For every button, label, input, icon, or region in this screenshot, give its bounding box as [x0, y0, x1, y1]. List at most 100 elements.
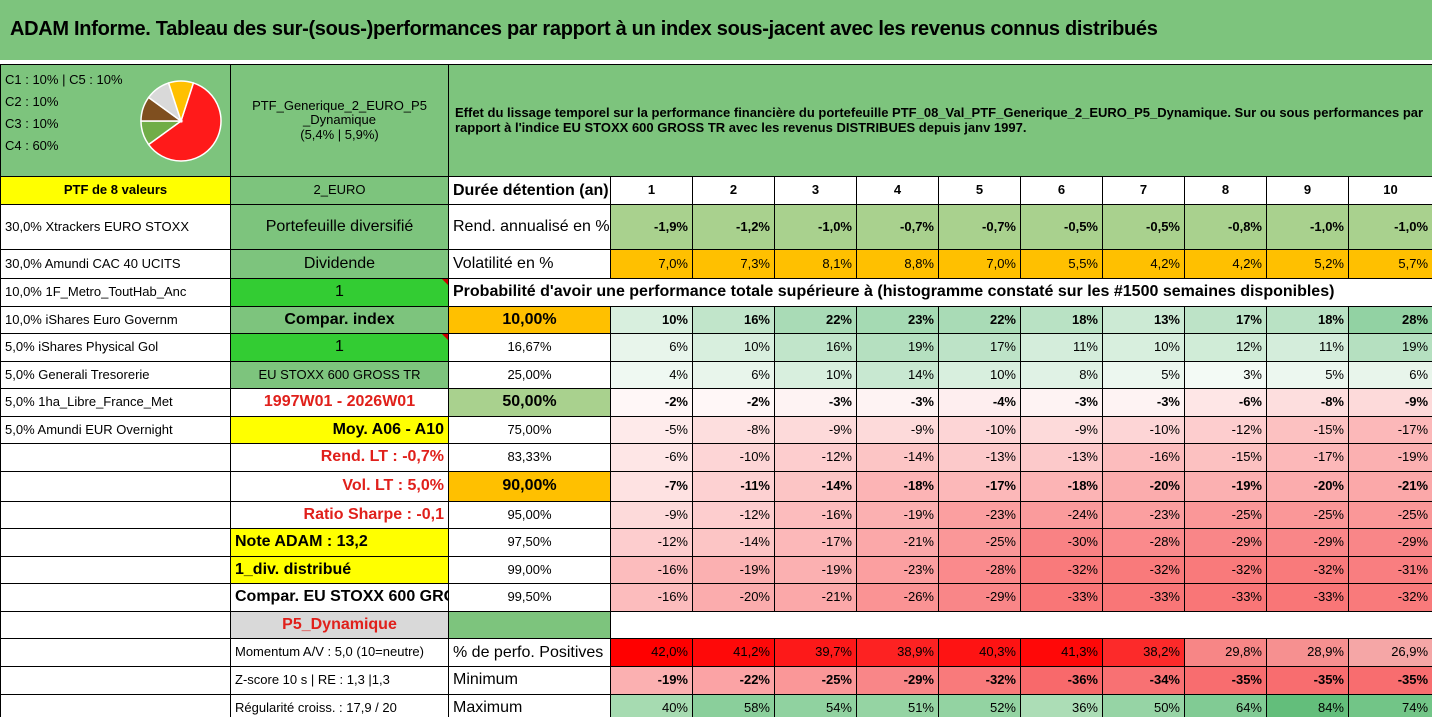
probability-value: -12%	[774, 443, 857, 472]
allocation-line: C1 : 10% | C5 : 10%	[5, 72, 123, 87]
vol-label: Volatilité en %	[448, 249, 611, 279]
probability-value: -6%	[1184, 388, 1267, 417]
probability-value: 14%	[856, 360, 939, 389]
table-row: Ratio Sharpe : -0,1 95,00% -9% -12% -16% -19%…	[0, 500, 1432, 529]
probability-value: -20%	[1266, 470, 1349, 502]
vol-value: 5,5%	[1020, 249, 1103, 279]
holding-item: 30,0% Xtrackers EURO STOXX	[0, 204, 231, 250]
portfolio-description: Effet du lissage temporel sur la perform…	[447, 64, 1432, 177]
year-header: 1	[610, 176, 693, 205]
maximum-value: 36%	[1020, 693, 1103, 717]
probability-value: -20%	[1102, 470, 1185, 502]
empty-cell	[0, 638, 231, 667]
rend-value: -0,8%	[1184, 204, 1267, 250]
probability-value: -19%	[774, 555, 857, 584]
pie-slice-c4	[147, 82, 222, 162]
minimum-label: Minimum	[448, 666, 611, 695]
year-header: 9	[1266, 176, 1349, 205]
diversified-label: Portefeuille diversifié	[230, 204, 449, 250]
maximum-value: 84%	[1266, 693, 1349, 717]
probability-value: 17%	[1184, 305, 1267, 334]
compar-value: 1	[230, 333, 449, 362]
probability-value: -3%	[1102, 388, 1185, 417]
holding-period-label: Durée détention (an)	[448, 176, 611, 205]
probability-value: 10%	[938, 360, 1021, 389]
probability-value: -17%	[1347, 415, 1432, 444]
vol-value: 5,2%	[1266, 249, 1349, 279]
minimum-value: -34%	[1102, 666, 1185, 695]
probability-value: -9%	[774, 415, 857, 444]
empty-cell	[0, 583, 231, 612]
maximum-value: 51%	[856, 693, 939, 717]
probability-value: -3%	[1020, 388, 1103, 417]
probability-value: -2%	[610, 388, 693, 417]
table-row: PTF de 8 valeurs 2_EURO Durée détention (a…	[0, 176, 1432, 205]
portfolio-perf: (5,4% | 5,9%)	[300, 126, 379, 142]
probability-value: -3%	[856, 388, 939, 417]
positives-value: 28,9%	[1266, 638, 1349, 667]
probability-threshold: 83,33%	[448, 443, 611, 472]
compar-index-label: Compar. index	[230, 305, 449, 334]
maximum-value: 58%	[692, 693, 775, 717]
allocation-line: C3 : 10%	[5, 116, 59, 131]
empty-cell	[0, 666, 231, 695]
probability-value: -8%	[1266, 388, 1349, 417]
region-label: 2_EURO	[230, 176, 449, 205]
year-header: 10	[1347, 176, 1432, 205]
probability-value: 23%	[856, 305, 939, 334]
table-row: Vol. LT : 5,0% 90,00% -7% -11% -14% -18% -17% -…	[0, 470, 1432, 502]
probability-value: 5%	[1266, 360, 1349, 389]
probability-value: -33%	[1266, 583, 1349, 612]
probability-value: -28%	[938, 555, 1021, 584]
probability-value: -21%	[1347, 470, 1432, 502]
table-row: 10,0% 1F_Metro_ToutHab_Anc 1 Probabilité d…	[0, 278, 1432, 307]
empty-cell	[0, 610, 231, 639]
probability-value: -29%	[1184, 528, 1267, 557]
holding-item: 5,0% iShares Physical Gol	[0, 333, 231, 362]
probability-value: 18%	[1266, 305, 1349, 334]
table-row: 5,0% Amundi EUR Overnight Moy. A06 - A10 7…	[0, 415, 1432, 444]
probability-value: -25%	[938, 528, 1021, 557]
probability-value: 3%	[1184, 360, 1267, 389]
vol-value: 7,0%	[610, 249, 693, 279]
rend-value: -1,0%	[1347, 204, 1432, 250]
probability-value: -4%	[938, 388, 1021, 417]
probability-value: -10%	[692, 443, 775, 472]
probability-value: -16%	[1102, 443, 1185, 472]
probability-value: -17%	[938, 470, 1021, 502]
minimum-value: -35%	[1347, 666, 1432, 695]
year-header: 3	[774, 176, 857, 205]
table-row: C1 : 10% | C5 : 10% C2 : 10% C3 : 10% C4 : …	[0, 64, 1432, 177]
probability-value: -14%	[856, 443, 939, 472]
probability-value: -19%	[1184, 470, 1267, 502]
allocation-line: C2 : 10%	[5, 94, 59, 109]
minimum-value: -29%	[856, 666, 939, 695]
probability-threshold: 25,00%	[448, 360, 611, 389]
positives-value: 39,7%	[774, 638, 857, 667]
table-row: 5,0% iShares Physical Gol 1 16,67% 6% 10% 16%…	[0, 333, 1432, 362]
probability-value: 22%	[938, 305, 1021, 334]
dividend-value: 1	[230, 278, 449, 307]
probability-value: -7%	[610, 470, 693, 502]
probability-value: -29%	[1347, 528, 1432, 557]
allocation-panel: C1 : 10% | C5 : 10% C2 : 10% C3 : 10% C4 : …	[0, 64, 231, 177]
vol-value: 4,2%	[1102, 249, 1185, 279]
rend-value: -0,5%	[1102, 204, 1185, 250]
index-name: EU STOXX 600 GROSS TR	[230, 360, 449, 389]
probability-value: -18%	[1020, 470, 1103, 502]
vol-lt-label: Vol. LT : 5,0%	[230, 470, 449, 502]
probability-value: -24%	[1020, 500, 1103, 529]
probability-value: -15%	[1184, 443, 1267, 472]
probability-threshold: 75,00%	[448, 415, 611, 444]
probability-value: -14%	[774, 470, 857, 502]
probability-threshold: 90,00%	[448, 470, 611, 502]
probability-value: -19%	[1347, 443, 1432, 472]
minimum-value: -25%	[774, 666, 857, 695]
table-row: Z-score 10 s | RE : 1,3 |1,3 Minimum -19% -…	[0, 666, 1432, 695]
empty-cell	[0, 555, 231, 584]
probability-value: -33%	[1102, 583, 1185, 612]
holding-item: 5,0% Amundi EUR Overnight	[0, 415, 231, 444]
probability-value: -17%	[774, 528, 857, 557]
probability-value: -10%	[1102, 415, 1185, 444]
probability-value: 11%	[1266, 333, 1349, 362]
